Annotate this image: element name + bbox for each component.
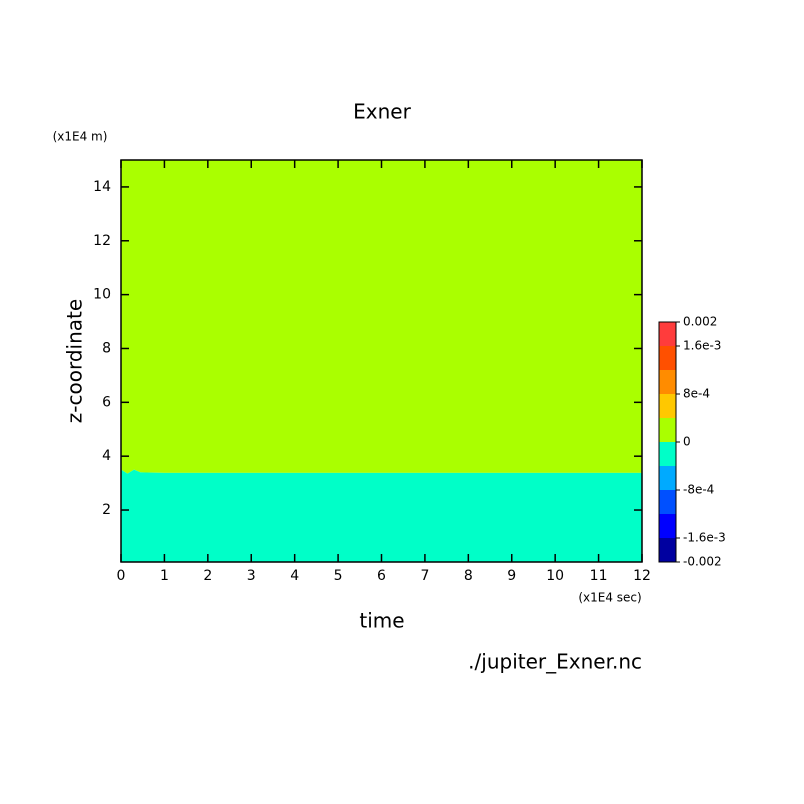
colorbar-tick-label: 0.002 (683, 315, 717, 329)
colorbar-band (659, 490, 676, 514)
y-tick-label: 10 (93, 287, 111, 303)
colorbar-band (659, 466, 676, 490)
colorbar-band (659, 538, 676, 562)
chart-title: Exner (353, 100, 411, 124)
colorbar-tick-label: -0.002 (683, 555, 722, 569)
colorbar-band (659, 418, 676, 442)
x-unit: (x1E4 sec) (578, 591, 641, 605)
x-tick-label: 6 (377, 568, 386, 584)
x-tick-label: 0 (117, 568, 126, 584)
colorbar-band (659, 370, 676, 394)
y-tick-label: 4 (102, 448, 111, 464)
colorbar-tick-label: -8e-4 (683, 483, 714, 497)
x-tick-label: 12 (633, 568, 651, 584)
region-below-contour (121, 469, 642, 562)
x-tick-label: 10 (546, 568, 564, 584)
colorbar-tick-label: 0 (683, 435, 691, 449)
x-tick-label: 9 (507, 568, 516, 584)
colorbar-band (659, 322, 676, 346)
x-tick-label: 2 (203, 568, 212, 584)
x-tick-label: 3 (247, 568, 256, 584)
y-tick-label: 2 (102, 502, 111, 518)
colorbar-tick-label: 1.6e-3 (683, 339, 721, 353)
x-axis-label: time (359, 609, 404, 633)
y-unit: (x1E4 m) (53, 130, 108, 144)
y-tick-label: 8 (102, 340, 111, 356)
y-tick-label: 12 (93, 233, 111, 249)
x-tick-label: 7 (420, 568, 429, 584)
x-tick-label: 11 (590, 568, 608, 584)
colorbar-band (659, 394, 676, 418)
source-file: ./jupiter_Exner.nc (468, 650, 642, 674)
x-tick-label: 4 (290, 568, 299, 584)
colorbar-band (659, 442, 676, 466)
y-axis-label: z-coordinate (63, 299, 87, 423)
x-tick-label: 1 (160, 568, 169, 584)
x-tick-label: 5 (334, 568, 343, 584)
region-above-contour (121, 160, 642, 474)
y-tick-label: 6 (102, 394, 111, 410)
colorbar-tick-label: 8e-4 (683, 387, 710, 401)
colorbar-tick-label: -1.6e-3 (683, 531, 726, 545)
colorbar-band (659, 514, 676, 538)
x-tick-label: 8 (464, 568, 473, 584)
colorbar-band (659, 346, 676, 370)
y-tick-label: 14 (93, 179, 111, 195)
